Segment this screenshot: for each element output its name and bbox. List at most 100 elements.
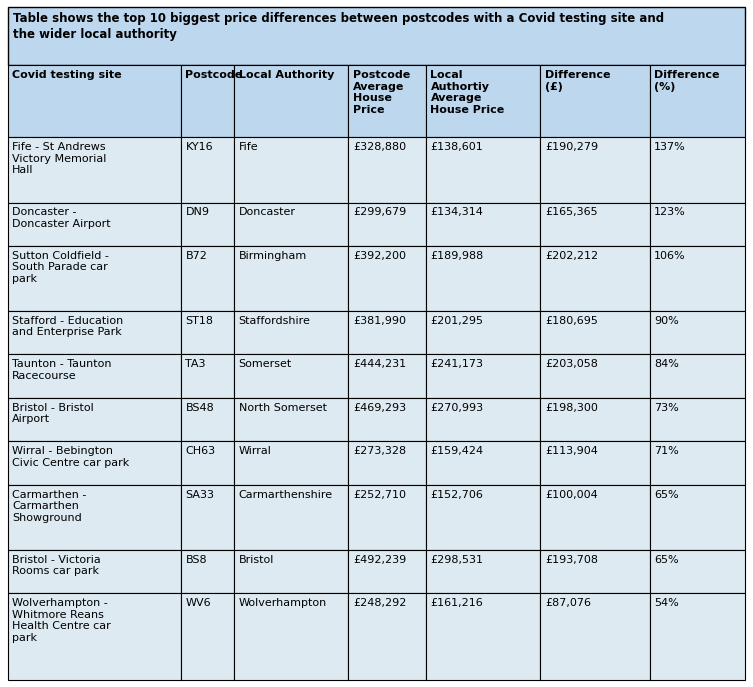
Bar <box>349 550 426 594</box>
Bar <box>8 246 181 311</box>
Bar <box>8 441 181 485</box>
Bar <box>541 203 650 246</box>
Bar <box>234 354 349 398</box>
Text: 65%: 65% <box>654 554 678 565</box>
Text: 71%: 71% <box>654 446 678 456</box>
Bar <box>349 65 426 137</box>
Text: £492,239: £492,239 <box>353 554 406 565</box>
Text: £198,300: £198,300 <box>545 403 598 413</box>
Text: £100,004: £100,004 <box>545 490 598 499</box>
Text: 137%: 137% <box>654 142 686 153</box>
Text: Staffordshire: Staffordshire <box>239 316 310 326</box>
Text: CH63: CH63 <box>185 446 215 456</box>
Bar <box>541 441 650 485</box>
Bar <box>650 594 745 680</box>
Text: £328,880: £328,880 <box>353 142 406 153</box>
Text: £444,231: £444,231 <box>353 359 406 370</box>
Bar <box>181 550 234 594</box>
Text: 73%: 73% <box>654 403 678 413</box>
Bar <box>181 246 234 311</box>
Bar <box>650 354 745 398</box>
Text: Local
Authortiy
Average
House Price: Local Authortiy Average House Price <box>431 70 505 115</box>
Text: Table shows the top 10 biggest price differences between postcodes with a Covid : Table shows the top 10 biggest price dif… <box>13 12 664 41</box>
Bar <box>8 203 181 246</box>
Bar <box>426 354 541 398</box>
Bar <box>541 485 650 550</box>
Text: £381,990: £381,990 <box>353 316 406 326</box>
Bar <box>181 203 234 246</box>
Bar <box>541 354 650 398</box>
Bar <box>426 398 541 441</box>
Text: £202,212: £202,212 <box>545 251 598 261</box>
Text: Postcode: Postcode <box>185 70 242 80</box>
Text: £138,601: £138,601 <box>431 142 483 153</box>
Bar <box>349 354 426 398</box>
Bar <box>650 246 745 311</box>
Bar <box>349 398 426 441</box>
Bar <box>349 203 426 246</box>
Text: Covid testing site: Covid testing site <box>12 70 122 80</box>
Text: £87,076: £87,076 <box>545 598 591 608</box>
Bar <box>426 485 541 550</box>
Text: Doncaster -
Doncaster Airport: Doncaster - Doncaster Airport <box>12 207 111 229</box>
Bar <box>650 203 745 246</box>
Bar <box>349 441 426 485</box>
Text: £201,295: £201,295 <box>431 316 483 326</box>
Text: Taunton - Taunton
Racecourse: Taunton - Taunton Racecourse <box>12 359 111 381</box>
Bar <box>234 550 349 594</box>
Bar <box>349 246 426 311</box>
Text: Bristol - Victoria
Rooms car park: Bristol - Victoria Rooms car park <box>12 554 101 576</box>
Text: £469,293: £469,293 <box>353 403 406 413</box>
Bar <box>234 485 349 550</box>
Text: Stafford - Education
and Enterprise Park: Stafford - Education and Enterprise Park <box>12 316 123 337</box>
Text: Difference
(£): Difference (£) <box>545 70 611 91</box>
Bar <box>234 441 349 485</box>
Bar <box>8 7 745 65</box>
Text: Doncaster: Doncaster <box>239 207 296 217</box>
Text: KY16: KY16 <box>185 142 213 153</box>
Bar <box>234 594 349 680</box>
Text: Difference
(%): Difference (%) <box>654 70 720 91</box>
Text: 123%: 123% <box>654 207 686 217</box>
Bar <box>541 311 650 354</box>
Bar <box>181 137 234 203</box>
Text: £298,531: £298,531 <box>431 554 483 565</box>
Text: BS8: BS8 <box>185 554 207 565</box>
Text: £161,216: £161,216 <box>431 598 483 608</box>
Bar <box>234 137 349 203</box>
Bar <box>650 485 745 550</box>
Bar <box>8 594 181 680</box>
Text: £248,292: £248,292 <box>353 598 407 608</box>
Bar <box>234 398 349 441</box>
Text: £134,314: £134,314 <box>431 207 483 217</box>
Bar <box>8 311 181 354</box>
Bar <box>8 354 181 398</box>
Bar <box>426 594 541 680</box>
Text: 84%: 84% <box>654 359 679 370</box>
Bar <box>234 65 349 137</box>
Bar <box>426 137 541 203</box>
Text: Carmarthenshire: Carmarthenshire <box>239 490 333 499</box>
Text: 54%: 54% <box>654 598 678 608</box>
Text: £190,279: £190,279 <box>545 142 598 153</box>
Text: Local Authority: Local Authority <box>239 70 334 80</box>
Text: £270,993: £270,993 <box>431 403 483 413</box>
Bar <box>8 65 181 137</box>
Bar <box>426 441 541 485</box>
Bar <box>541 594 650 680</box>
Bar <box>650 550 745 594</box>
Bar <box>181 441 234 485</box>
Bar <box>541 550 650 594</box>
Text: 90%: 90% <box>654 316 678 326</box>
Text: Carmarthen -
Carmarthen
Showground: Carmarthen - Carmarthen Showground <box>12 490 87 523</box>
Text: Fife - St Andrews
Victory Memorial
Hall: Fife - St Andrews Victory Memorial Hall <box>12 142 106 175</box>
Bar <box>650 441 745 485</box>
Text: Birmingham: Birmingham <box>239 251 306 261</box>
Bar <box>181 311 234 354</box>
Text: Bristol: Bristol <box>239 554 274 565</box>
Bar <box>8 398 181 441</box>
Text: £203,058: £203,058 <box>545 359 598 370</box>
Bar <box>541 398 650 441</box>
Text: £180,695: £180,695 <box>545 316 598 326</box>
Text: WV6: WV6 <box>185 598 211 608</box>
